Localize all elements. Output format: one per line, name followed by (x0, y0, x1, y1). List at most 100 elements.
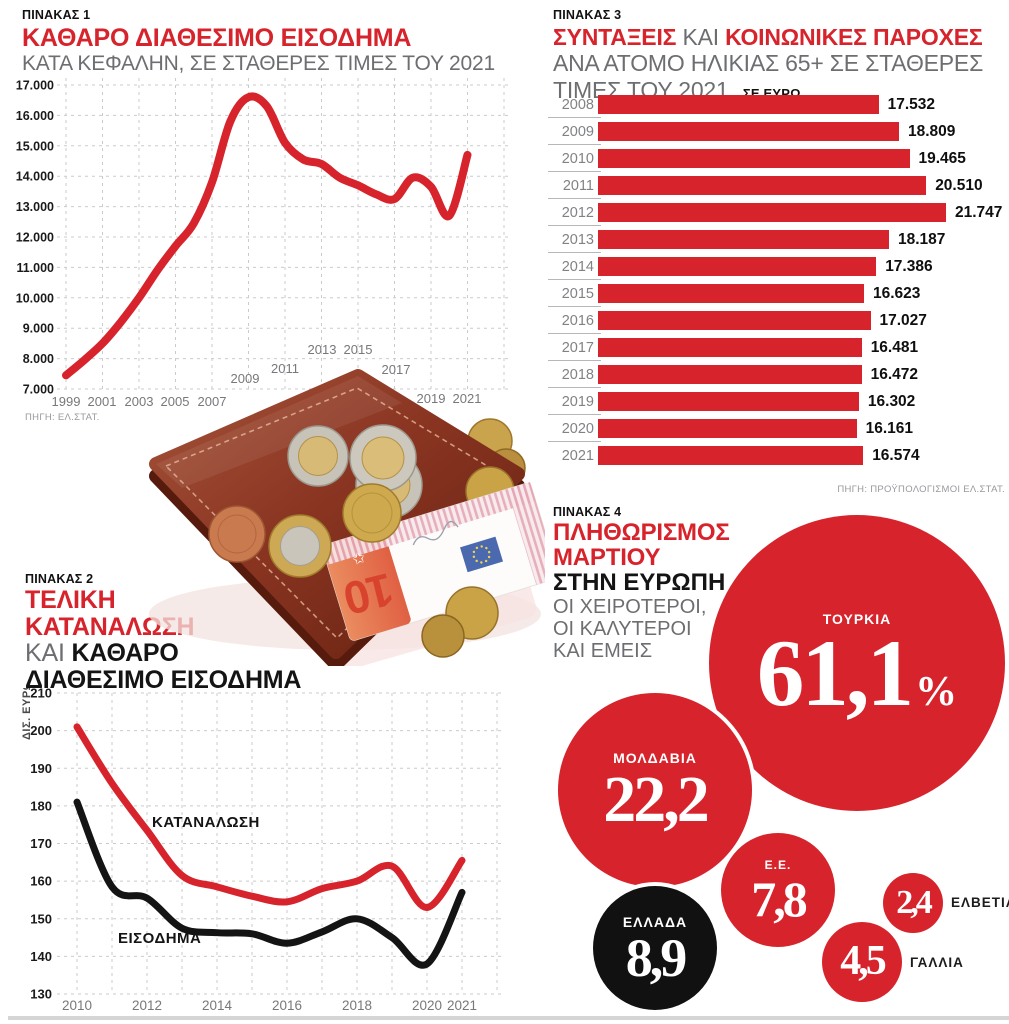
y-tick-label: 130 (30, 987, 52, 1002)
bar-year-label: 2017 (561, 339, 594, 356)
bar-value-label: 21.747 (955, 203, 1003, 221)
pension-bar (598, 419, 857, 438)
bubble-value: 2,4 (896, 883, 932, 921)
pension-bar (598, 203, 946, 222)
panel4-subtitle-line1: ΟΙ ΧΕΙΡΟΤΕΡΟΙ, (553, 595, 707, 618)
bubble-country-label: ΕΛΒΕΤΙΑ (951, 895, 1009, 910)
panel1-source: ΠΗΓΗ: ΕΛ.ΣΤΑΤ. (25, 412, 100, 423)
pension-bar-row: 2017 16.481 (548, 334, 1008, 361)
row-divider (548, 117, 601, 118)
pension-bar-row: 2011 20.510 (548, 172, 1008, 199)
x-tick-label: 2020 (412, 998, 442, 1013)
pension-bar-row: 2010 19.465 (548, 145, 1008, 172)
bar-value-label: 16.481 (870, 338, 919, 356)
wallet-sheen (156, 376, 402, 488)
bar-year-label: 2010 (561, 150, 594, 167)
panel2-title-black-2: ΔΙΑΘΕΣΙΜΟ ΕΙΣΟΔΗΜΑ (25, 665, 302, 694)
panel2-title-red-line1: ΤΕΛΙΚΗ (25, 586, 116, 614)
income-per-capita-line-chart: 17.000 16.000 15.000 14.000 13.000 12.000 11.0… (16, 78, 508, 397)
pension-bar-row: 2015 16.623 (548, 280, 1008, 307)
pensions-bar-chart: 2008 17.532 2009 18.809 2010 19.465 2011 20.510… (548, 91, 1008, 473)
bar-value-label: 17.386 (885, 257, 933, 275)
note-star-icon: ✩ (350, 549, 367, 569)
ten-euro-banknote: ✩ 10 (321, 482, 545, 641)
bar-year-label: 2008 (561, 96, 594, 113)
panel4-kicker: ΠΙΝΑΚΑΣ 4 (553, 505, 622, 519)
panel4-title-red-line2: ΜΑΡΤΙΟΥ (553, 544, 661, 572)
bar-value-label: 20.510 (935, 176, 983, 194)
y-tick-label: 17.000 (16, 79, 54, 93)
bar-year-label: 2009 (561, 123, 594, 140)
bar-year-label: 2016 (561, 312, 594, 329)
y-tick-label: 160 (30, 874, 52, 889)
bubble-country-label: ΜΟΛΔΑΒΙΑ (613, 750, 697, 767)
bubble-value: 61,1 (756, 620, 914, 727)
bubble-country-label: ΕΛΛΑΔΑ (622, 913, 688, 930)
wallet-photo-illustration: ✩ 10 (149, 369, 545, 666)
panel1-kicker: ΠΙΝΑΚΑΣ 1 (22, 8, 91, 22)
y-tick-label: 170 (30, 836, 52, 851)
pension-bar (598, 365, 862, 384)
panel3-title-connector: ΚΑΙ (682, 24, 719, 50)
y-tick-label: 13.000 (16, 200, 54, 214)
row-divider (548, 252, 601, 253)
pension-bar (598, 230, 889, 249)
pension-bar-row: 2014 17.386 (548, 253, 1008, 280)
pension-bar-row: 2009 18.809 (548, 118, 1008, 145)
inflation-bubble-1: ΜΟΛΔΑΒΙΑ 22,2 (558, 693, 752, 887)
bar-year-label: 2011 (562, 177, 594, 194)
panel1-header: ΠΙΝΑΚΑΣ 1 ΚΑΘΑΡΟ ΔΙΑΘΕΣΙΜΟ ΕΙΣΟΔΗΜΑ ΚΑΤΑ… (22, 8, 522, 75)
pension-bar-row: 2019 16.302 (548, 388, 1008, 415)
panel4-title-black: ΣΤΗΝ ΕΥΡΩΠΗ (553, 569, 726, 597)
pension-bar (598, 257, 877, 276)
income-series-label: ΕΙΣΟΔΗΜΑ (118, 930, 201, 947)
bar-value-label: 16.161 (865, 419, 914, 437)
bar-value-label: 16.472 (870, 365, 919, 383)
panel3-source: ΠΗΓΗ: ΠΡΟΫΠΟΛΟΓΙΣΜΟΙ ΕΛ.ΣΤΑΤ. (837, 484, 1005, 495)
inflation-bubble-3: ΕΛΛΑΔΑ 8,9 (593, 886, 717, 1010)
inflation-bubble-5: 4,5 (822, 922, 902, 1002)
y-tick-label: 9.000 (23, 322, 54, 336)
pension-bar (598, 122, 899, 141)
panel3-kicker: ΠΙΝΑΚΑΣ 3 (553, 8, 622, 22)
y-tick-label: 16.000 (16, 109, 54, 123)
pension-bar (598, 311, 871, 330)
pension-bar (598, 446, 864, 465)
note-signature (412, 520, 459, 546)
pension-bar-row: 2020 16.161 (548, 415, 1008, 442)
y-tick-label: 14.000 (16, 170, 54, 184)
y-tick-label: 10.000 (16, 291, 54, 305)
pension-bar (598, 149, 910, 168)
bar-value-label: 18.187 (898, 230, 946, 248)
y-tick-label: 11.000 (16, 261, 54, 275)
inflation-bubble-0: ΤΟΥΡΚΙΑ 61,1% (709, 515, 1005, 811)
row-divider (548, 171, 601, 172)
footer-divider (8, 1016, 1009, 1020)
y-tick-label: 7.000 (23, 383, 54, 397)
pension-bar (598, 176, 927, 195)
row-divider (548, 225, 601, 226)
pension-bar (598, 284, 864, 303)
panel1-title: ΚΑΘΑΡΟ ΔΙΑΘΕΣΙΜΟ ΕΙΣΟΔΗΜΑ (22, 24, 412, 52)
income-line (62, 92, 472, 380)
y-tick-label: 8.000 (23, 352, 54, 366)
bar-value-label: 16.623 (873, 284, 921, 302)
pension-bar-row: 2008 17.532 (548, 91, 1008, 118)
row-divider (548, 306, 601, 307)
bar-value-label: 19.465 (918, 149, 966, 167)
row-divider (548, 144, 601, 145)
consumption-series-label: ΚΑΤΑΝΑΛΩΣΗ (152, 814, 260, 831)
y-axis-title: ΔΙΣ. ΕΥΡΩ (21, 688, 33, 740)
panel3-title-red-2: ΚΟΙΝΩΝΙΚΕΣ ΠΑΡΟΧΕΣ (725, 24, 983, 50)
bar-value-label: 18.809 (908, 122, 956, 140)
income-line (73, 798, 466, 969)
pension-bar (598, 95, 879, 114)
bubble-value: 4,5 (840, 938, 886, 985)
y-tick-label: 140 (30, 949, 52, 964)
chart2-grid (57, 692, 505, 995)
bubble-country-label: Ε.Ε. (764, 858, 792, 873)
euro-coins-on-wallet (208, 424, 423, 578)
pension-bar-row: 2021 16.574 (548, 442, 1008, 469)
bar-value-label: 16.302 (867, 392, 916, 410)
row-divider (548, 441, 601, 442)
